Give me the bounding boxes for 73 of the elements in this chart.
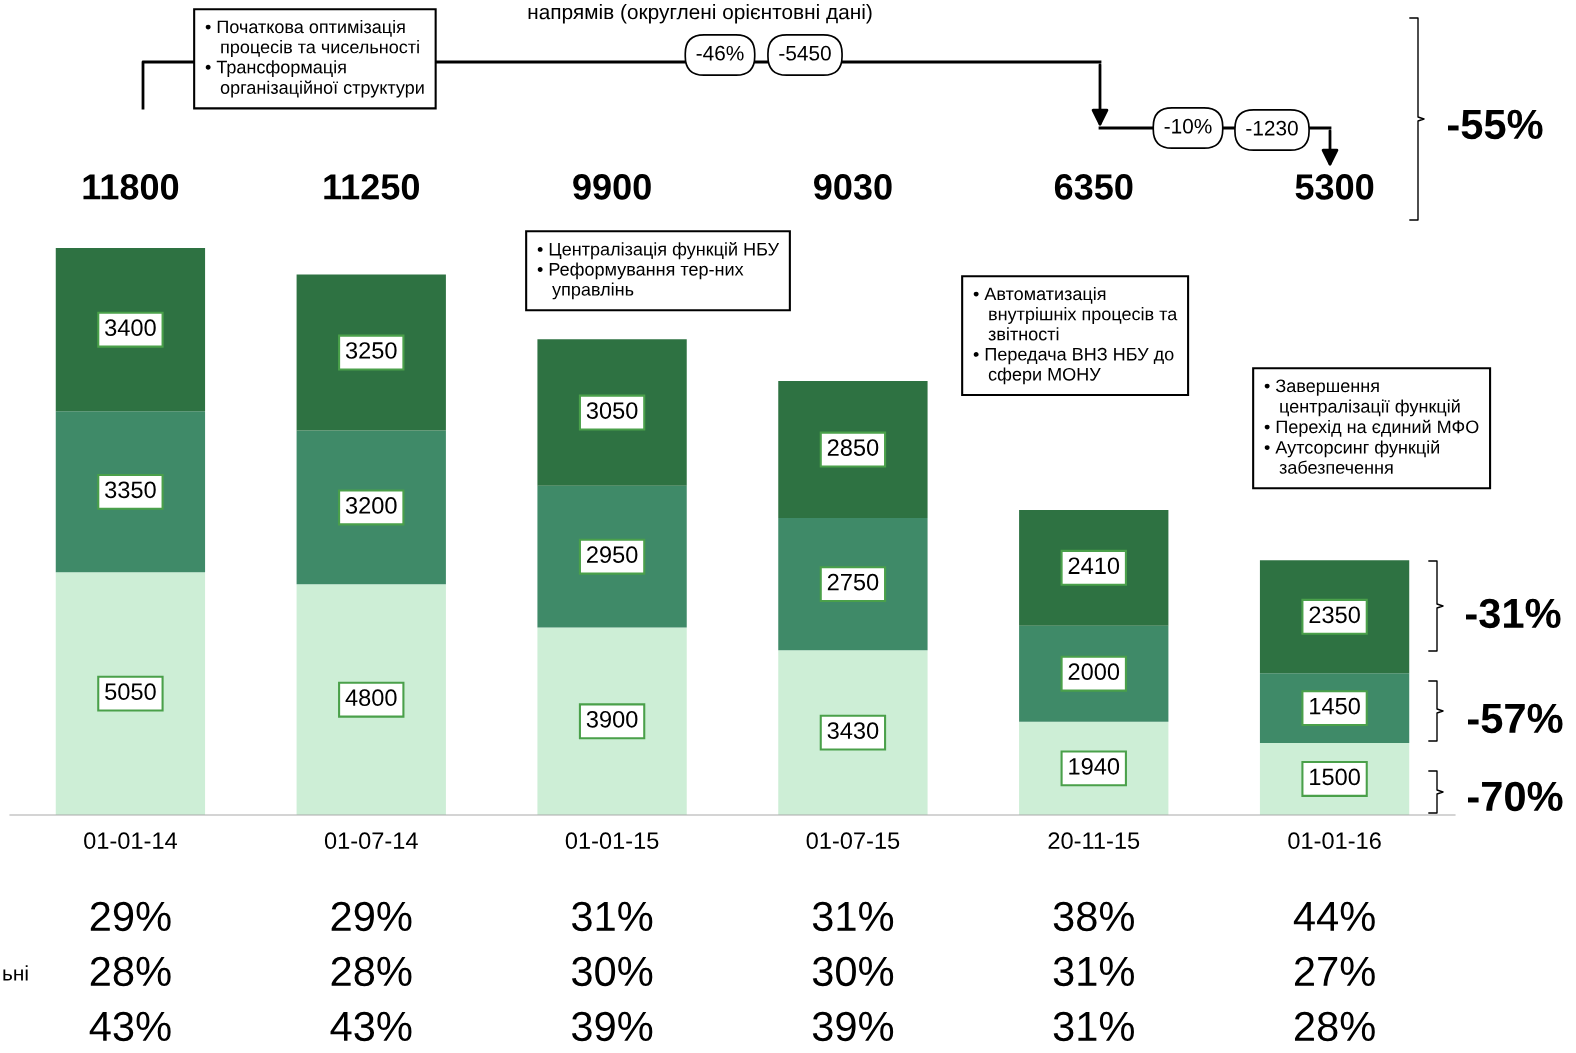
bar	[537, 485, 687, 628]
annotation: • Автоматизація внутрішніх процесів та звітності • Передача ВНЗ НБУ до сфери МОНУ	[973, 287, 1178, 385]
x-tick-label: 01-01-15	[565, 832, 659, 850]
x-tick-label: 20-11-15	[1048, 832, 1140, 850]
x-tick-label: 01-07-15	[806, 832, 900, 850]
text: 43%	[330, 1011, 412, 1042]
text: 28%	[1294, 1011, 1375, 1042]
bar	[537, 627, 687, 815]
bar	[55, 248, 206, 412]
annotation: • Завершення централізації функцій • Перехід на єдиний МФО • Аутсорсинг функцій забезпечення	[1264, 379, 1479, 474]
data-label: 2350	[1309, 606, 1360, 624]
text: -57%	[1467, 703, 1563, 734]
bar	[296, 584, 446, 815]
text: ьні	[3, 965, 28, 981]
text: -46%	[696, 45, 744, 61]
text: -55%	[1447, 109, 1543, 140]
x-tick-label: 01-01-14	[84, 832, 177, 850]
data-label: 1940	[1069, 758, 1120, 775]
data-label: 2850	[827, 439, 879, 456]
data-label: 2410	[1068, 557, 1120, 575]
text: 6350	[1054, 174, 1133, 200]
text: 29%	[331, 901, 412, 932]
text: 43%	[89, 1011, 171, 1042]
text: 39%	[571, 1011, 653, 1042]
text: -5450	[779, 45, 831, 61]
bar	[296, 274, 446, 431]
text: -70%	[1467, 781, 1563, 812]
text: -31%	[1465, 598, 1561, 629]
text: • Початкова оптимізація процесів та чисельності • Трансформація організаційної структури	[205, 20, 424, 98]
data-label: 3250	[345, 342, 397, 359]
text: 31%	[1053, 956, 1134, 987]
data-label: 2950	[587, 546, 638, 564]
x-tick-label: 01-07-14	[324, 832, 418, 850]
data-label: 1450	[1310, 697, 1360, 715]
text: 30%	[571, 956, 653, 987]
bar	[537, 339, 687, 486]
annotation: • Централізація функцій НБУ • Реформування тер-них управлінь	[537, 242, 780, 300]
text: 9030	[814, 174, 892, 200]
bar	[778, 518, 928, 651]
data-label: 5050	[105, 683, 156, 701]
text: 39%	[812, 1011, 894, 1042]
data-label: 2750	[827, 573, 879, 591]
text: 29%	[90, 901, 171, 932]
text: 28%	[331, 956, 412, 987]
data-label: 1500	[1310, 768, 1360, 786]
x-tick-label: 01-01-16	[1288, 832, 1381, 850]
text: 9900	[573, 174, 651, 200]
data-label: 3350	[105, 481, 156, 499]
bar	[55, 572, 206, 815]
data-label: 3050	[586, 402, 638, 419]
text: 27%	[1294, 956, 1375, 987]
data-label: 3200	[345, 497, 397, 514]
text: 30%	[812, 956, 894, 987]
text: 31%	[1053, 1011, 1134, 1042]
data-label: 2000	[1068, 663, 1120, 681]
text: 28%	[90, 956, 171, 987]
text: 44%	[1293, 901, 1375, 932]
text: 11250	[324, 174, 419, 200]
bar	[55, 411, 206, 573]
data-label: 4800	[345, 689, 397, 707]
text: 31%	[571, 901, 653, 932]
data-label: 3900	[586, 710, 638, 728]
text: -1230	[1246, 120, 1298, 136]
chart-title: напрямів (округлені орієнтовні дані)	[528, 4, 872, 24]
data-label: 3400	[105, 319, 156, 337]
text: 38%	[1053, 901, 1134, 932]
bar	[296, 430, 446, 585]
text: 5300	[1295, 174, 1374, 200]
text: -10%	[1164, 118, 1212, 134]
bar	[778, 650, 928, 815]
data-label: 3430	[827, 722, 879, 739]
text: 31%	[812, 901, 894, 932]
text: 11800	[83, 174, 179, 200]
